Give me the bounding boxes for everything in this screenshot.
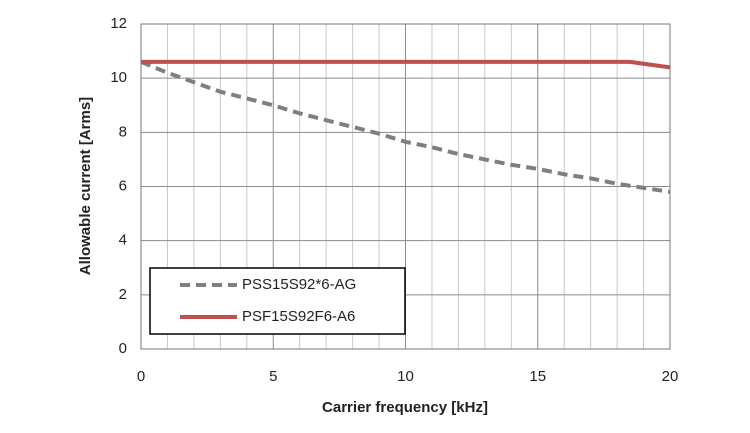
y-tick-label: 0 bbox=[119, 340, 127, 357]
y-tick-label: 2 bbox=[119, 286, 127, 303]
x-tick-label: 15 bbox=[529, 368, 546, 385]
y-axis-title: Allowable current [Arms] bbox=[77, 97, 94, 275]
x-tick-label: 0 bbox=[137, 368, 145, 385]
x-tick-label: 10 bbox=[397, 368, 414, 385]
legend-label: PSF15S92F6-A6 bbox=[242, 308, 355, 325]
legend-box bbox=[149, 267, 406, 335]
y-tick-label: 4 bbox=[119, 232, 127, 249]
plot-frame bbox=[140, 23, 671, 350]
legend-label: PSS15S92*6-AG bbox=[242, 276, 356, 293]
y-tick-label: 10 bbox=[110, 69, 127, 86]
y-tick-label: 6 bbox=[119, 177, 127, 194]
series-line bbox=[141, 59, 671, 70]
x-axis-title: Carrier frequency [kHz] bbox=[322, 399, 488, 416]
series-line bbox=[140, 60, 671, 194]
x-tick-label: 20 bbox=[662, 368, 679, 385]
y-tick-label: 12 bbox=[110, 15, 127, 32]
x-tick-label: 5 bbox=[269, 368, 277, 385]
y-tick-label: 8 bbox=[119, 123, 127, 140]
